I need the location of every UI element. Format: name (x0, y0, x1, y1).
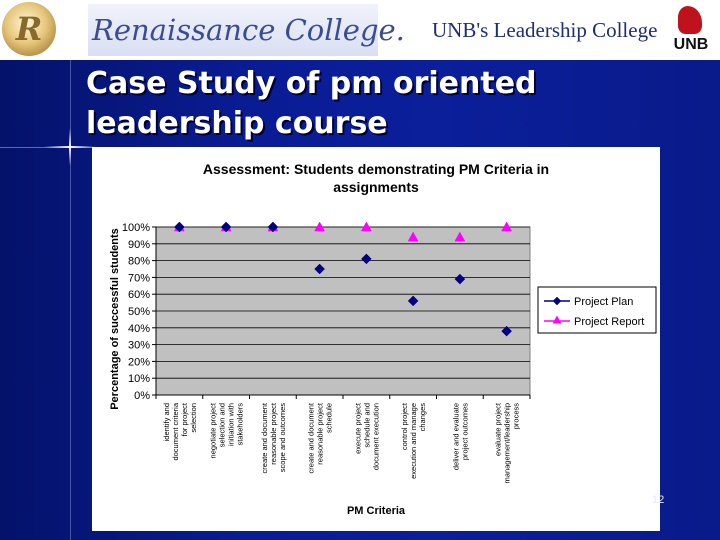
project-plan-point (501, 325, 512, 337)
project-report-point (407, 231, 419, 242)
chart-title-line-1: Assessment: Students demonstrating PM Cr… (203, 161, 549, 177)
renaissance-logo-letter: R (15, 10, 43, 48)
x-category-label: create and documentreasonable projectsco… (260, 402, 287, 473)
x-category-label: deliver and evaluateproject outcomes (451, 403, 469, 470)
x-axis-title: PM Criteria (347, 505, 406, 517)
legend-marker (552, 315, 562, 324)
y-tick-label: 60% (128, 289, 150, 301)
project-plan-point (267, 221, 279, 233)
unb-crest-icon (678, 6, 702, 34)
project-plan-point (220, 221, 232, 233)
slide-number: 12 (652, 494, 665, 506)
header-banner: R Renaissance College. UNB's Leadership … (0, 0, 720, 60)
x-category-label: negotiate projectselection andinitiation… (209, 402, 245, 458)
y-tick-label: 20% (128, 356, 150, 368)
slide-title: Case Study of pm oriented leadership cou… (86, 66, 537, 141)
y-tick-label: 10% (128, 373, 150, 385)
y-tick-label: 70% (128, 272, 150, 284)
x-category-label: execute projectschedule anddocument exec… (353, 402, 380, 470)
y-tick-label: 80% (128, 256, 150, 268)
project-report-point (360, 221, 372, 232)
chart-title-line-2: assignments (333, 179, 419, 195)
legend-label: Project Plan (574, 296, 633, 308)
renaissance-logo: R (2, 2, 56, 56)
y-axis-title: Percentage of successful students (109, 228, 121, 410)
x-category-label: identify anddocument criteriafor project… (162, 402, 198, 460)
x-category-label: control projectexecution and managechang… (400, 402, 427, 479)
y-tick-label: 40% (128, 323, 150, 335)
project-plan-point (361, 253, 372, 265)
y-tick-label: 0% (134, 390, 150, 402)
unb-logo: UNB (660, 2, 720, 58)
project-plan-point (407, 295, 419, 307)
y-tick-label: 90% (128, 239, 150, 251)
chart-container: Assessment: Students demonstrating PM Cr… (92, 147, 660, 531)
y-tick-label: 50% (128, 306, 150, 318)
unb-tagline: UNB's Leadership College (432, 18, 658, 42)
legend-marker (552, 296, 562, 306)
x-category-label: evaluate projectmanagement/leadershippro… (494, 402, 521, 483)
project-plan-point (314, 263, 325, 275)
x-category-label: create and documentreasonable projectsch… (307, 402, 334, 473)
sparkle-icon-horizontal (44, 146, 96, 148)
project-report-point (501, 221, 513, 232)
y-tick-label: 100% (122, 222, 150, 234)
project-report-point (454, 231, 466, 242)
project-plan-point (454, 273, 466, 285)
renaissance-banner-background (88, 4, 378, 56)
legend-box (537, 286, 657, 334)
chart-svg: Assessment: Students demonstrating PM Cr… (109, 161, 657, 517)
y-tick-label: 30% (128, 340, 150, 352)
decorative-vertical-line (70, 60, 71, 540)
project-report-point (314, 221, 326, 232)
legend-label: Project Report (574, 316, 644, 328)
unb-logo-text: UNB (673, 36, 709, 53)
project-plan-point (174, 221, 185, 233)
renaissance-college-name: Renaissance College. (92, 13, 405, 47)
